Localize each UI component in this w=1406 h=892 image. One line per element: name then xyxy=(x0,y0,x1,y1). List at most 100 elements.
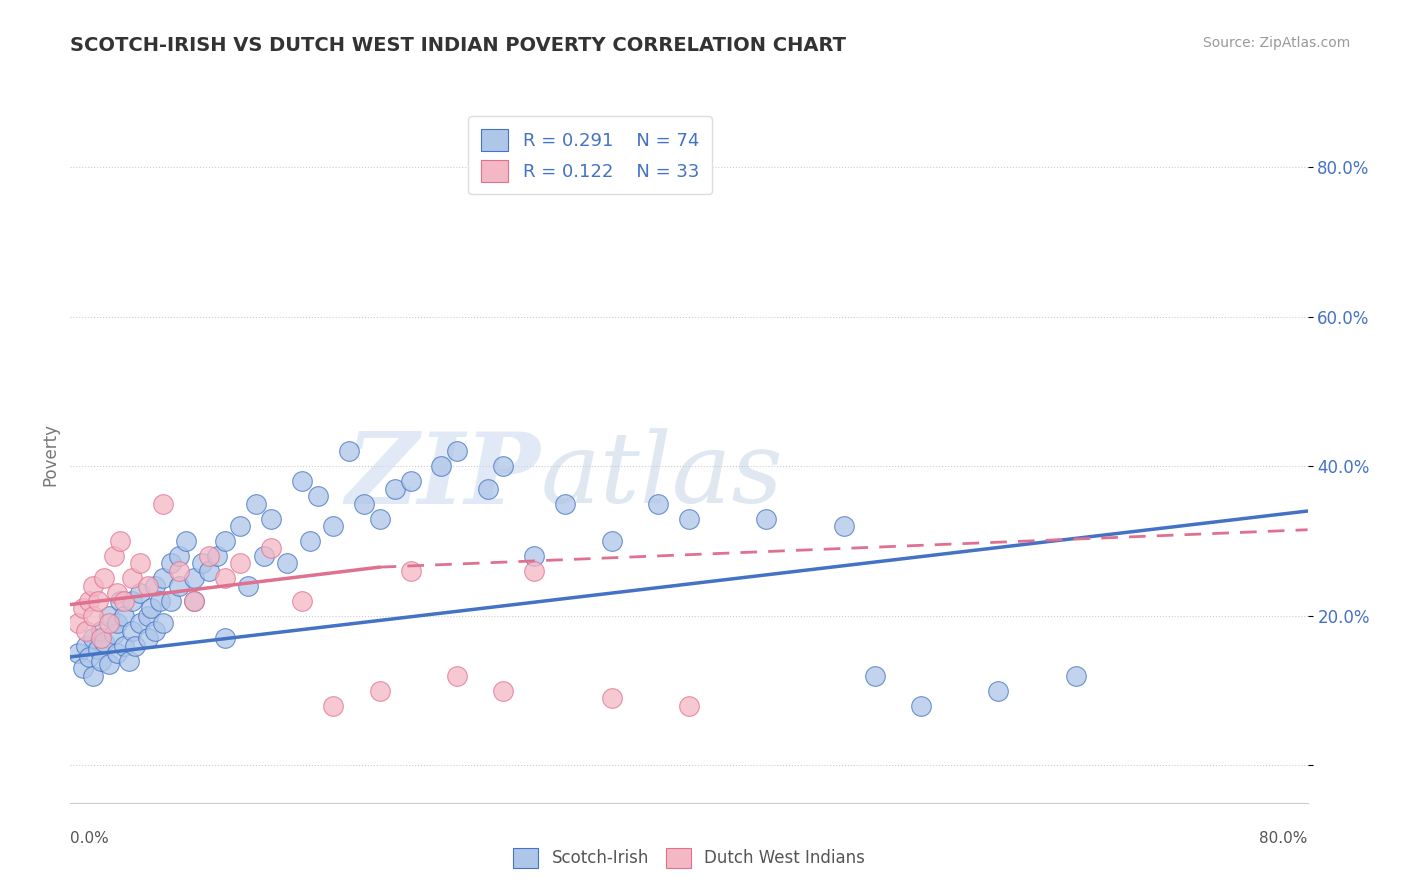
Point xyxy=(118,654,141,668)
Point xyxy=(229,519,252,533)
Point xyxy=(368,511,391,525)
Point xyxy=(87,594,110,608)
Point xyxy=(399,474,422,488)
Point xyxy=(384,482,406,496)
Point xyxy=(832,519,855,533)
Point xyxy=(87,642,110,657)
Point xyxy=(121,571,143,585)
Point xyxy=(103,549,125,563)
Point xyxy=(136,631,159,645)
Point xyxy=(90,624,112,638)
Point xyxy=(183,571,205,585)
Point xyxy=(183,594,205,608)
Point xyxy=(910,698,932,713)
Point xyxy=(114,639,135,653)
Point xyxy=(129,586,152,600)
Point xyxy=(253,549,276,563)
Point xyxy=(198,549,221,563)
Point xyxy=(105,586,128,600)
Point xyxy=(322,519,344,533)
Text: atlas: atlas xyxy=(540,428,783,524)
Point xyxy=(307,489,329,503)
Point xyxy=(152,571,174,585)
Point xyxy=(103,627,125,641)
Point xyxy=(276,557,298,571)
Point xyxy=(149,594,172,608)
Point xyxy=(114,608,135,623)
Point xyxy=(600,691,623,706)
Point xyxy=(129,557,152,571)
Point xyxy=(77,594,100,608)
Point xyxy=(93,571,115,585)
Point xyxy=(121,594,143,608)
Point xyxy=(160,557,183,571)
Point xyxy=(167,549,190,563)
Point xyxy=(77,649,100,664)
Point xyxy=(90,654,112,668)
Point xyxy=(214,533,236,548)
Point xyxy=(82,668,105,682)
Point xyxy=(72,601,94,615)
Point xyxy=(98,657,120,672)
Text: ZIP: ZIP xyxy=(346,427,540,524)
Y-axis label: Poverty: Poverty xyxy=(41,424,59,486)
Point xyxy=(129,616,152,631)
Point xyxy=(136,579,159,593)
Point xyxy=(75,624,97,638)
Point xyxy=(93,635,115,649)
Point xyxy=(446,444,468,458)
Point xyxy=(214,631,236,645)
Point xyxy=(863,668,886,682)
Point xyxy=(291,594,314,608)
Point xyxy=(108,594,131,608)
Point xyxy=(430,459,453,474)
Point xyxy=(82,608,105,623)
Point xyxy=(152,497,174,511)
Point xyxy=(75,639,97,653)
Point xyxy=(136,608,159,623)
Point xyxy=(114,594,135,608)
Text: 80.0%: 80.0% xyxy=(1260,830,1308,846)
Text: SCOTCH-IRISH VS DUTCH WEST INDIAN POVERTY CORRELATION CHART: SCOTCH-IRISH VS DUTCH WEST INDIAN POVERT… xyxy=(70,36,846,54)
Point xyxy=(191,557,214,571)
Point xyxy=(322,698,344,713)
Point xyxy=(145,579,166,593)
Point xyxy=(299,533,322,548)
Point xyxy=(554,497,576,511)
Point xyxy=(145,624,166,638)
Point xyxy=(446,668,468,682)
Point xyxy=(108,533,131,548)
Point xyxy=(987,683,1010,698)
Point xyxy=(82,631,105,645)
Point xyxy=(90,631,112,645)
Point xyxy=(260,511,283,525)
Point xyxy=(214,571,236,585)
Point xyxy=(291,474,314,488)
Point xyxy=(492,459,515,474)
Point xyxy=(1064,668,1087,682)
Point xyxy=(245,497,267,511)
Point xyxy=(105,646,128,660)
Point xyxy=(174,533,197,548)
Point xyxy=(353,497,375,511)
Point xyxy=(167,564,190,578)
Point xyxy=(260,541,283,556)
Point xyxy=(337,444,360,458)
Point xyxy=(600,533,623,548)
Point xyxy=(72,661,94,675)
Point xyxy=(98,616,120,631)
Legend: Scotch-Irish, Dutch West Indians: Scotch-Irish, Dutch West Indians xyxy=(506,841,872,875)
Text: 0.0%: 0.0% xyxy=(70,830,110,846)
Point xyxy=(399,564,422,578)
Point xyxy=(238,579,260,593)
Point xyxy=(67,616,90,631)
Point xyxy=(755,511,778,525)
Point xyxy=(229,557,252,571)
Point xyxy=(105,616,128,631)
Text: Source: ZipAtlas.com: Source: ZipAtlas.com xyxy=(1202,36,1350,50)
Point xyxy=(139,601,162,615)
Point xyxy=(121,624,143,638)
Point xyxy=(82,579,105,593)
Point xyxy=(523,549,546,563)
Point xyxy=(67,646,90,660)
